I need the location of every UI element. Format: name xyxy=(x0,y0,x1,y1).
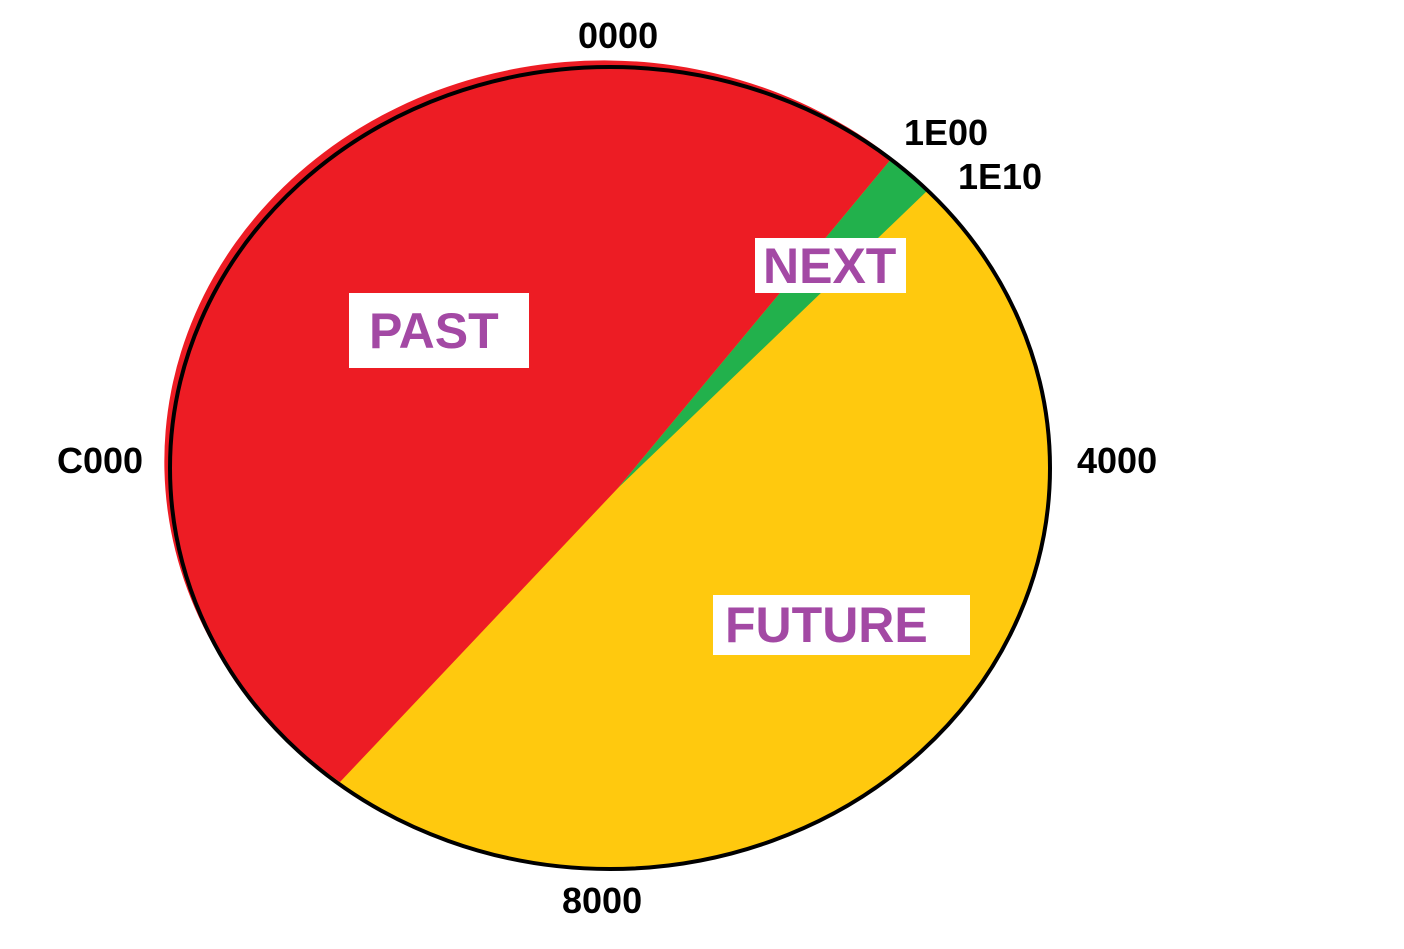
tick-label-next-start: 1E00 xyxy=(904,112,989,153)
past-label: PAST xyxy=(349,293,529,368)
future-label: FUTURE xyxy=(713,595,970,655)
past-region xyxy=(164,60,892,783)
next-label: NEXT xyxy=(755,238,906,293)
tick-label-bottom: 8000 xyxy=(562,880,643,921)
tick-label-top: 0000 xyxy=(578,15,659,56)
tick-label-next-end: 1E10 xyxy=(958,156,1043,197)
tick-label-left: C000 xyxy=(57,440,144,481)
ring-outline xyxy=(168,65,1052,871)
tick-label-right: 4000 xyxy=(1077,440,1158,481)
